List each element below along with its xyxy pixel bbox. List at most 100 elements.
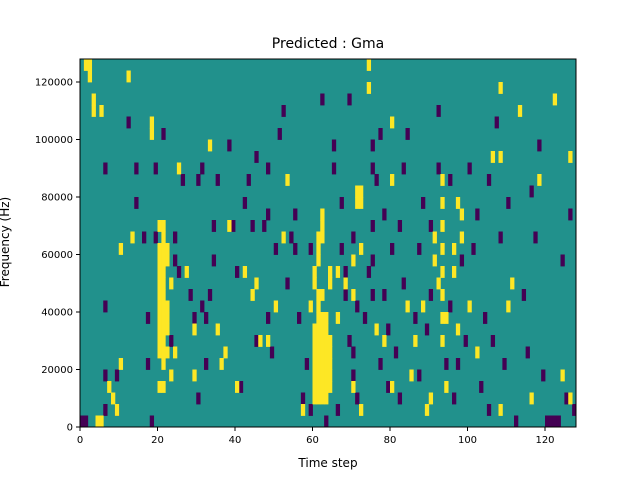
heatmap-cell-high — [390, 174, 395, 186]
heatmap-cell-low — [207, 289, 213, 301]
heatmap-cell-low — [479, 381, 484, 393]
y-axis-ticks: 0 20000 40000 60000 80000 100000 120000 — [35, 78, 80, 434]
heatmap-cell-low — [455, 358, 461, 370]
heatmap-cell-high — [157, 266, 162, 278]
heatmap-cell-high — [184, 266, 189, 278]
heatmap-cell-low — [452, 392, 457, 405]
heatmap-cell-high — [157, 346, 162, 359]
heatmap-cell-low — [514, 415, 519, 428]
heatmap-cell-high — [328, 369, 333, 382]
heatmap-cell-low — [83, 415, 89, 428]
heatmap-cell-high — [227, 220, 232, 232]
heatmap-cell-low — [521, 289, 527, 301]
heatmap-cell-low — [483, 312, 488, 324]
heatmap-cell-low — [335, 404, 341, 416]
heatmap-cell-low — [401, 277, 406, 290]
heatmap-cell-high — [366, 59, 372, 71]
heatmap-cell-low — [370, 162, 375, 175]
heatmap-cell-low — [293, 208, 298, 221]
heatmap-cell-high — [316, 335, 321, 347]
heatmap-cell-high — [169, 369, 174, 382]
heatmap-cell-low — [153, 162, 158, 175]
heatmap-cell-high — [254, 277, 259, 290]
heatmap-cell-low — [498, 231, 503, 244]
heatmap-cell-high — [126, 70, 131, 83]
heatmap-cell-high — [324, 346, 329, 359]
heatmap-cell-high — [165, 300, 170, 313]
heatmap-cell-high — [169, 277, 174, 290]
y-tick-label: 120000 — [35, 78, 73, 89]
heatmap-cell-low — [293, 243, 298, 255]
heatmap-cell-low — [266, 162, 271, 175]
heatmap-cell-low — [552, 415, 558, 428]
heatmap-cell-high — [312, 323, 317, 336]
heatmap-cell-high — [149, 116, 155, 129]
heatmap-cell-low — [180, 174, 186, 186]
heatmap-cell-low — [421, 197, 426, 209]
heatmap-cell-high — [440, 174, 445, 186]
heatmap-cell-low — [273, 243, 279, 255]
heatmap-cell-low — [254, 335, 259, 347]
heatmap-cell-high — [157, 289, 162, 301]
y-tick-label: 0 — [67, 423, 73, 434]
heatmap-cell-high — [312, 381, 317, 393]
heatmap-cell-low — [417, 243, 422, 255]
heatmap-cell-high — [281, 231, 286, 244]
heatmap-cell-high — [444, 381, 449, 393]
heatmap-cell-low — [572, 404, 577, 416]
heatmap-cell-high — [440, 312, 445, 324]
heatmap-cell-low — [390, 243, 395, 255]
heatmap-cell-low — [300, 392, 306, 405]
heatmap-cell-low — [126, 116, 131, 129]
heatmap-cell-low — [149, 415, 155, 428]
heatmap-cell-low — [242, 197, 248, 209]
heatmap-cell-high — [320, 208, 325, 221]
heatmap-cell-low — [266, 208, 271, 221]
heatmap-cell-high — [316, 312, 321, 324]
heatmap-cell-high — [316, 346, 321, 359]
heatmap-cell-high — [324, 323, 329, 336]
heatmap-cell-high — [328, 358, 333, 370]
heatmap-cell-high — [161, 358, 166, 370]
heatmap-cell-low — [405, 128, 410, 140]
x-tick-label: 120 — [535, 435, 554, 446]
heatmap-cell-low — [246, 174, 251, 186]
heatmap-cell-low — [173, 231, 178, 244]
heatmap-cell-high — [343, 277, 348, 290]
heatmap-cell-high — [157, 381, 162, 393]
heatmap-cell-low — [502, 358, 507, 370]
heatmap-cell-high — [475, 346, 480, 359]
heatmap-cell-high — [192, 369, 197, 382]
heatmap-cell-high — [242, 266, 248, 278]
heatmap-cell-low — [436, 105, 441, 117]
heatmap-cell-high — [568, 151, 573, 163]
heatmap-cell-low — [176, 266, 182, 278]
heatmap-cell-low — [397, 220, 403, 232]
heatmap-cell-high — [432, 231, 437, 244]
heatmap-cell-high — [328, 335, 333, 347]
heatmap-cell-high — [316, 358, 321, 370]
heatmap-cell-high — [390, 116, 395, 129]
heatmap-cell-low — [545, 415, 550, 428]
heatmap-cell-low — [103, 404, 108, 416]
heatmap-cell-high — [320, 358, 325, 370]
heatmap-cell-low — [378, 358, 383, 370]
heatmap-cell-high — [440, 289, 445, 301]
heatmap-cell-high — [118, 243, 124, 255]
heatmap-cell-low — [297, 312, 302, 324]
heatmap-cell-high — [111, 392, 116, 405]
heatmap-cell-high — [250, 289, 255, 301]
heatmap-cell-high — [95, 415, 100, 428]
heatmap-cell-high — [428, 392, 434, 405]
heatmap-cell-high — [316, 392, 321, 405]
heatmap-cell-high — [114, 404, 120, 416]
heatmap-cell-high — [99, 415, 104, 428]
heatmap-cell-low — [467, 162, 472, 175]
heatmap-cell-high — [161, 381, 166, 393]
heatmap-cell-low — [448, 174, 453, 186]
heatmap-cell-low — [347, 93, 352, 106]
heatmap-cell-low — [382, 289, 387, 301]
heatmap-cell-high — [320, 346, 325, 359]
heatmap-cell-high — [157, 312, 162, 324]
heatmap-cell-high — [568, 392, 573, 405]
